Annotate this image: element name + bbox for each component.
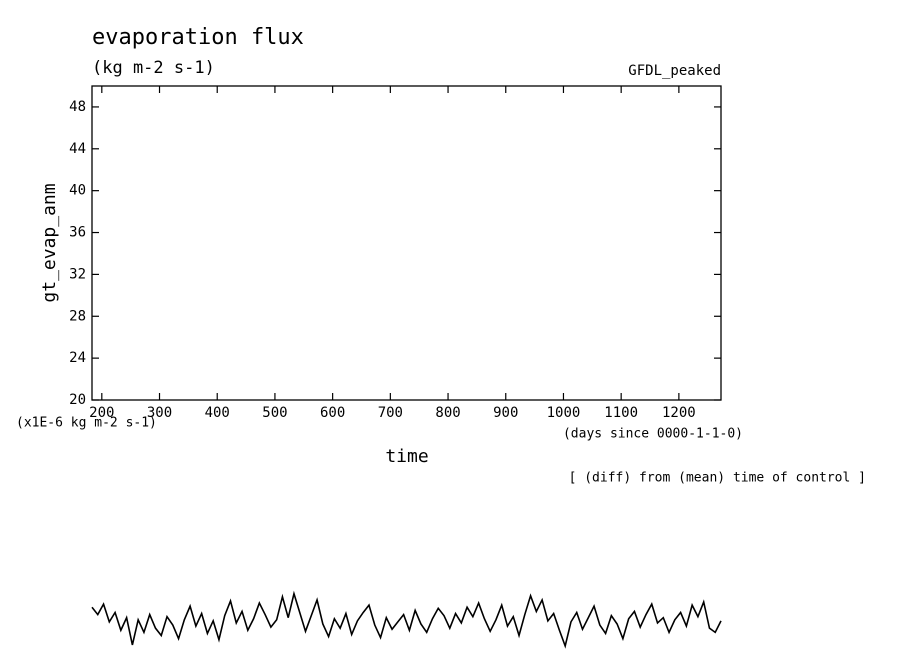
x-tick-label: 1000 (547, 405, 581, 421)
y-axis-label: gt_evap_anm (39, 183, 60, 302)
y-tick-label: 24 (69, 350, 86, 366)
x-tick-label: 200 (89, 405, 114, 421)
x-tick-label: 400 (205, 405, 230, 421)
x-axis-label: time (385, 446, 428, 467)
x-tick-label: 600 (320, 405, 345, 421)
x-tick-label: 500 (262, 405, 287, 421)
y-tick-label: 20 (69, 392, 86, 408)
y-tick-label: 36 (69, 225, 86, 241)
x-tick-label: 900 (493, 405, 518, 421)
x-tick-label: 300 (147, 405, 172, 421)
plot-frame (91, 85, 722, 401)
x-tick-label: 700 (378, 405, 403, 421)
x-tick-label: 1200 (662, 405, 696, 421)
y-tick-label: 48 (69, 99, 86, 115)
y-tick-label: 32 (69, 266, 86, 282)
annotation: GFDL_peaked (628, 63, 721, 79)
x-tick-label: 800 (435, 405, 460, 421)
y-tick-label: 28 (69, 308, 86, 324)
y-tick-label: 44 (69, 141, 86, 157)
y-unit: (x1E-6 kg m-2 s-1) (16, 416, 157, 431)
x-tick-label: 1100 (604, 405, 638, 421)
footnote: [ (diff) from (mean) time of control ] (569, 471, 866, 486)
data-line (91, 590, 722, 649)
chart-title: evaporation flux (92, 25, 304, 50)
y-tick-label: 40 (69, 183, 86, 199)
chart-subtitle: (kg m-2 s-1) (92, 58, 215, 78)
x-unit: (days since 0000-1-1-0) (563, 427, 743, 442)
